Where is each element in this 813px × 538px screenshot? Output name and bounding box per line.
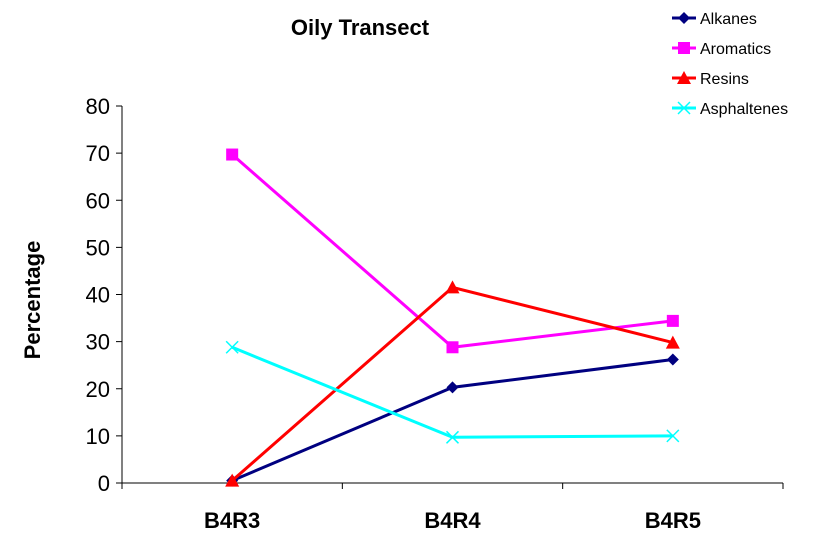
legend-label-asphaltenes: Asphaltenes [700,101,788,118]
legend-marker-asphaltenes [677,101,691,115]
legend-item-asphaltenes: Asphaltenes [672,101,788,118]
data-point-alkanes [446,381,459,394]
chart-title: Oily Transect [291,15,430,40]
data-point-aromatics [226,148,239,161]
series-asphaltenes [225,340,680,444]
x-tick-label: B4R3 [204,508,260,533]
series-aromatics [226,148,679,354]
legend: Alkanes Aromatics Resins Asphaltenes [672,11,788,118]
x-tick-label: B4R5 [645,508,701,533]
x-tick-label: B4R4 [424,508,481,533]
axes: 0 10 20 30 40 50 60 70 80 B4R3 B4R4 B4R5 [86,94,784,533]
legend-marker-alkanes [678,12,690,24]
data-point-resins [445,280,460,294]
data-point-alkanes [666,353,679,366]
data-point-asphaltenes [445,430,460,444]
y-tick-label: 10 [86,424,110,449]
series-line-aromatics [231,153,674,349]
y-tick-label: 70 [86,141,110,166]
y-axis-label: Percentage [20,241,45,360]
legend-item-resins: Resins [672,71,749,88]
legend-label-resins: Resins [700,71,749,88]
y-tick-label: 50 [86,235,110,260]
y-tick-label: 20 [86,377,110,402]
legend-item-aromatics: Aromatics [672,41,771,58]
y-tick-label: 0 [98,471,110,496]
data-point-asphaltenes [666,429,680,443]
legend-label-aromatics: Aromatics [700,41,771,58]
data-point-aromatics [446,341,459,354]
legend-marker-aromatics [678,42,690,54]
legend-label-alkanes: Alkanes [700,11,757,28]
legend-item-alkanes: Alkanes [672,11,757,28]
y-tick-label: 80 [86,94,110,119]
series-line-alkanes [231,358,674,483]
series-resins [225,280,680,487]
data-point-asphaltenes [225,340,239,354]
data-point-resins [665,335,680,349]
y-tick-label: 30 [86,330,110,355]
y-tick-label: 60 [86,188,110,213]
y-tick-label: 40 [86,283,110,308]
legend-marker-resins [677,71,691,84]
series-layer [225,148,680,487]
data-point-resins [225,473,240,487]
data-point-aromatics [666,314,679,327]
